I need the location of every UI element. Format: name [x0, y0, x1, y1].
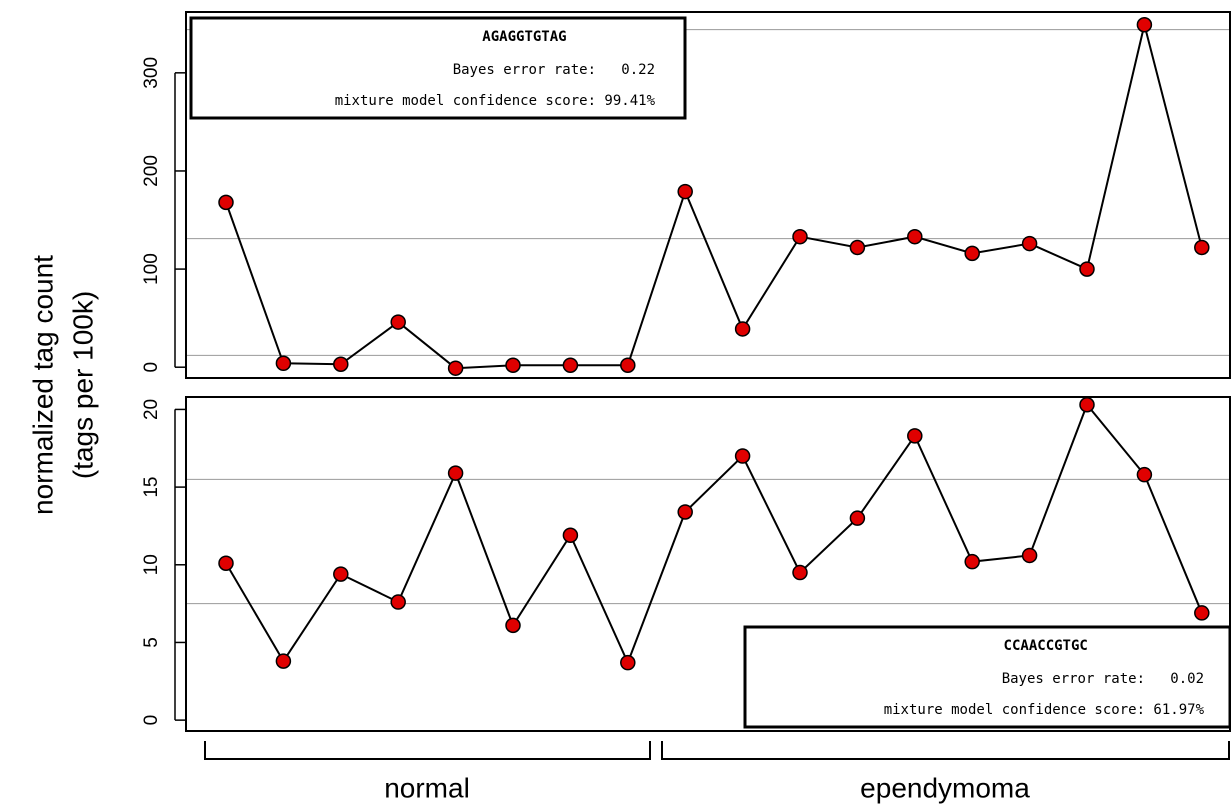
data-point — [218, 555, 234, 571]
data-point — [333, 566, 349, 582]
legend-title: AGAGGTGTAG — [482, 29, 566, 45]
data-point — [620, 357, 636, 373]
y-tick-label: 20 — [141, 399, 162, 420]
data-point — [849, 510, 866, 526]
data-point — [734, 321, 751, 337]
y-axis-label: (tags per 100k) — [67, 291, 98, 479]
data-point — [620, 654, 636, 671]
data-point — [333, 356, 349, 373]
legend-line: Bayes error rate: 0.02 — [1002, 671, 1204, 687]
data-point — [907, 228, 923, 245]
data-point — [1136, 466, 1153, 483]
group-label: ependymoma — [860, 772, 1030, 803]
data-point — [792, 564, 808, 581]
data-point — [1136, 17, 1153, 33]
data-point — [1194, 605, 1210, 621]
data-point — [447, 360, 464, 376]
data-line — [225, 24, 1203, 370]
data-point — [964, 553, 980, 570]
data-point — [275, 355, 292, 372]
legend-title: CCAACCGTGC — [1004, 638, 1088, 654]
data-point — [562, 357, 579, 373]
y-tick-label: 5 — [141, 637, 162, 648]
legend-line: mixture model confidence score: 61.97% — [884, 702, 1205, 718]
data-point — [677, 504, 693, 520]
group-label: normal — [384, 772, 470, 803]
data-point — [792, 228, 808, 245]
group-bracket — [661, 741, 1230, 760]
panel-frame — [185, 396, 1231, 732]
data-point — [275, 653, 292, 669]
data-point — [390, 314, 406, 330]
data-point — [505, 357, 521, 373]
y-tick-label: 100 — [141, 253, 162, 285]
y-tick-label: 200 — [141, 155, 162, 187]
data-point — [447, 465, 464, 481]
data-point — [1194, 239, 1210, 256]
data-point — [1021, 547, 1038, 564]
legend-box — [743, 625, 1231, 729]
data-point — [390, 594, 406, 610]
data-point — [964, 245, 980, 262]
y-tick-label: 300 — [141, 57, 162, 89]
data-point — [218, 194, 234, 211]
data-point — [1021, 235, 1038, 252]
data-point — [677, 183, 693, 200]
data-point — [849, 239, 866, 256]
legend-box — [189, 16, 687, 120]
data-line — [225, 402, 1203, 666]
y-tick-label: 0 — [141, 362, 162, 373]
data-point — [505, 617, 521, 634]
legend-line: mixture model confidence score: 99.41% — [335, 93, 656, 109]
data-point — [907, 428, 923, 444]
data-point — [562, 527, 579, 544]
data-point — [1079, 261, 1095, 277]
data-point — [734, 448, 751, 464]
legend-line: Bayes error rate: 0.22 — [453, 62, 655, 78]
data-point — [1079, 397, 1095, 413]
y-tick-label: 0 — [141, 715, 162, 726]
panel-frame — [185, 11, 1231, 379]
y-axis-label: normalized tag count — [27, 255, 58, 515]
y-tick-label: 10 — [141, 554, 162, 575]
y-tick-label: 15 — [141, 477, 162, 498]
group-bracket — [204, 741, 651, 760]
